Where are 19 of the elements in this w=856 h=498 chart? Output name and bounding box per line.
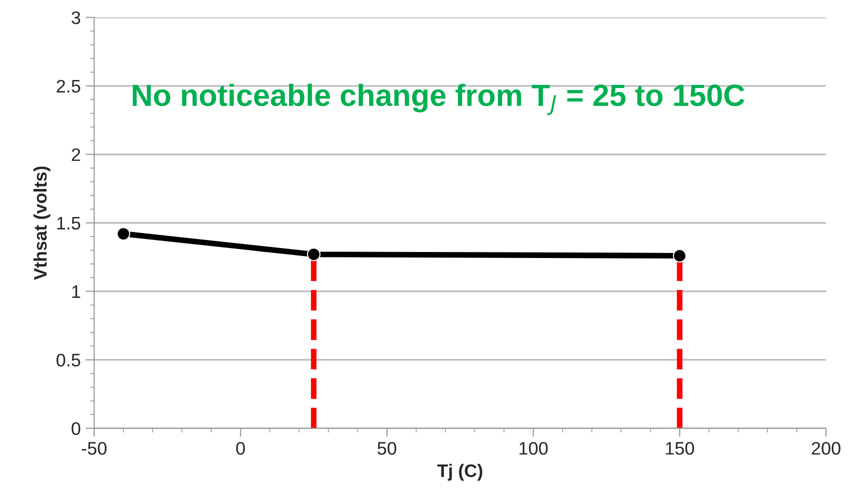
point bbox=[672, 248, 686, 262]
y-tick-label: 2 bbox=[72, 148, 80, 161]
y-tick-label: 0.5 bbox=[56, 354, 80, 367]
y-tick-label: 3 bbox=[72, 11, 80, 24]
x-tick-label: 50 bbox=[378, 442, 396, 455]
x-tick-label: 100 bbox=[520, 442, 548, 455]
point bbox=[306, 248, 320, 262]
y-tick-label: 2.5 bbox=[56, 80, 80, 93]
x-tick-label: -50 bbox=[82, 442, 107, 455]
point bbox=[116, 227, 130, 241]
y-axis-title: Vthsat (volts) bbox=[33, 166, 50, 280]
x-axis-title: Tj (C) bbox=[437, 464, 482, 481]
y-tick-label: 1 bbox=[72, 285, 80, 298]
x-tick-label: 200 bbox=[812, 442, 840, 455]
y-tick-label: 0 bbox=[72, 422, 80, 435]
y-tick-label: 1.5 bbox=[57, 216, 80, 230]
x-tick-label: 150 bbox=[666, 442, 694, 455]
annotation: No noticeable change from T$_{J}$ = 25 to 150C bbox=[132, 84, 744, 116]
x-tick-label: 0 bbox=[236, 442, 245, 455]
